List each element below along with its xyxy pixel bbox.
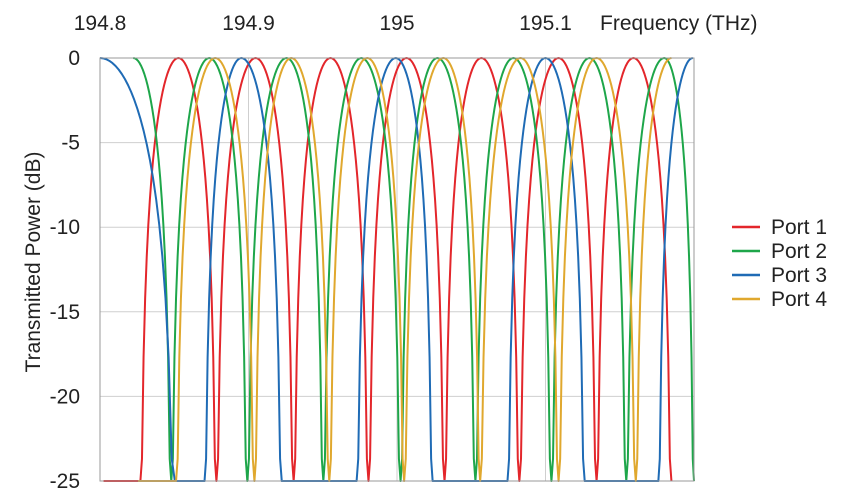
x-tick-labels: 194.8 194.9 195 195.1	[74, 12, 572, 35]
legend-entry-label: Port 4	[771, 288, 827, 311]
plot-frame	[99, 57, 695, 482]
series-line-port-2	[133, 57, 695, 482]
legend-entry-label: Port 3	[771, 264, 827, 287]
y-tick-label: -20	[50, 385, 80, 408]
y-tick-label: -10	[50, 216, 80, 239]
x-tick-label: 195.1	[519, 12, 572, 35]
y-tick-labels: 0 -5 -10 -15 -20 -25	[50, 47, 80, 489]
x-axis-title: Frequency (THz)	[600, 12, 758, 35]
y-axis-title: Transmitted Power (dB)	[22, 152, 45, 373]
legend-entry-label: Port 1	[771, 216, 827, 239]
y-tick-label: 0	[68, 47, 80, 70]
y-tick-label: -25	[50, 470, 80, 489]
x-tick-label: 194.9	[222, 12, 275, 35]
x-tick-label: 195	[379, 12, 414, 35]
legend-entry-label: Port 2	[771, 240, 827, 263]
y-tick-label: -15	[50, 301, 80, 324]
y-tick-label: -5	[61, 132, 80, 155]
x-tick-label: 194.8	[74, 12, 127, 35]
